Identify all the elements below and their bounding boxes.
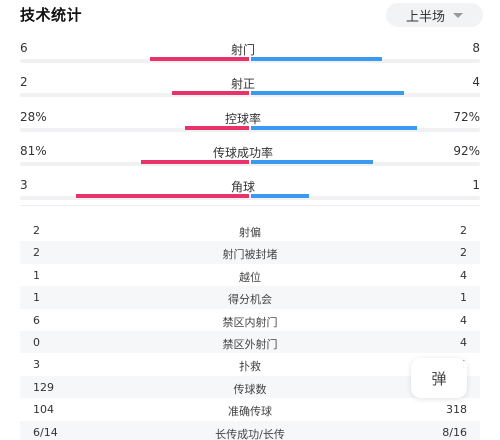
stat-track <box>20 59 480 63</box>
home-value: 2 <box>33 224 40 237</box>
stat-label: 射正 <box>230 77 255 91</box>
stat-label: 角球 <box>230 180 255 194</box>
away-value: 1 <box>472 178 480 192</box>
stat-label: 禁区内射门 <box>222 315 278 329</box>
home-value: 3 <box>20 178 28 192</box>
stat-label: 传球数 <box>233 382 267 396</box>
away-value: 2 <box>460 224 467 237</box>
away-value: 72% <box>453 110 480 124</box>
home-value: 2 <box>33 246 40 260</box>
stat-label: 越位 <box>239 270 261 284</box>
stat-possession: 28% 控球率 72% <box>0 110 500 140</box>
stat-label: 控球率 <box>224 112 261 126</box>
home-bar <box>150 57 249 61</box>
stat-pass-accuracy: 81% 传球成功率 92% <box>0 144 500 174</box>
home-bar <box>172 91 249 95</box>
home-value: 104 <box>33 403 54 417</box>
away-value: 318 <box>446 403 467 417</box>
stat-label: 禁区外射门 <box>222 337 278 351</box>
stat-label: 扑救 <box>239 360 261 374</box>
stat-shots: 6 射门 8 <box>0 41 500 71</box>
table-row: 6 禁区内射门 4 <box>20 309 480 331</box>
stat-track <box>20 196 480 200</box>
away-value: 4 <box>460 268 467 282</box>
stat-label: 传球成功率 <box>212 146 273 160</box>
stat-label: 准确传球 <box>228 405 272 419</box>
stat-shots-on-target: 2 射正 4 <box>0 75 500 105</box>
stat-track <box>20 162 480 166</box>
stat-corners: 3 角球 1 <box>0 178 500 208</box>
away-value: 8/16 <box>442 425 467 439</box>
home-bar <box>76 194 249 198</box>
stats-table: 2 射偏 2 2 射门被封堵 2 1 越位 4 1 得分机会 1 6 禁区内射门… <box>20 219 480 440</box>
danmaku-toggle-button[interactable]: 弹 <box>411 358 467 398</box>
home-value: 6 <box>33 313 40 327</box>
stat-label: 射门被封堵 <box>222 248 278 262</box>
home-bar <box>185 126 249 130</box>
stat-label: 得分机会 <box>228 293 272 307</box>
home-value: 129 <box>33 380 54 394</box>
chevron-down-icon <box>453 12 463 18</box>
home-value: 1 <box>33 291 40 305</box>
stat-label: 射门 <box>230 43 255 57</box>
home-value: 6 <box>20 41 28 55</box>
table-row: 104 准确传球 318 <box>20 398 480 420</box>
page-title: 技术统计 <box>20 6 83 24</box>
away-value: 4 <box>460 313 467 327</box>
table-row: 1 得分机会 1 <box>20 286 480 309</box>
stat-track <box>20 93 480 97</box>
away-value: 2 <box>460 246 467 260</box>
table-row: 2 射门被封堵 2 <box>20 241 480 264</box>
danmaku-button-label: 弹 <box>431 369 447 388</box>
stat-label: 射偏 <box>239 226 261 239</box>
stat-track <box>20 128 480 132</box>
away-bar <box>251 91 404 95</box>
section-divider <box>20 205 480 206</box>
away-value: 1 <box>460 291 467 305</box>
home-value: 81% <box>20 144 47 158</box>
home-value: 3 <box>33 358 40 372</box>
home-value: 28% <box>20 110 47 124</box>
away-bar <box>251 194 309 198</box>
table-row: 129 传球数 <box>20 375 480 399</box>
home-bar <box>141 160 249 164</box>
away-bar <box>251 160 373 164</box>
table-row: 2 射偏 2 <box>20 219 480 241</box>
away-value: 4 <box>472 75 480 89</box>
away-value: 8 <box>472 41 480 55</box>
half-selector-value: 上半场 <box>405 9 445 25</box>
stat-label: 长传成功/长传 <box>215 427 285 440</box>
away-value: 4 <box>460 335 467 349</box>
away-value: 92% <box>453 144 480 158</box>
stats-header: 技术统计 上半场 <box>0 0 500 30</box>
home-value: 2 <box>20 75 28 89</box>
home-value: 1 <box>33 268 40 282</box>
away-bar <box>251 126 417 130</box>
home-value: 0 <box>33 335 40 349</box>
away-bar <box>251 57 382 61</box>
table-row: 0 禁区外射门 4 <box>20 330 480 354</box>
home-value: 6/14 <box>33 425 58 439</box>
table-row: 1 越位 4 <box>20 264 480 286</box>
half-selector-dropdown[interactable]: 上半场 <box>386 3 483 27</box>
table-row: 6/14 长传成功/长传 8/16 <box>20 420 480 440</box>
